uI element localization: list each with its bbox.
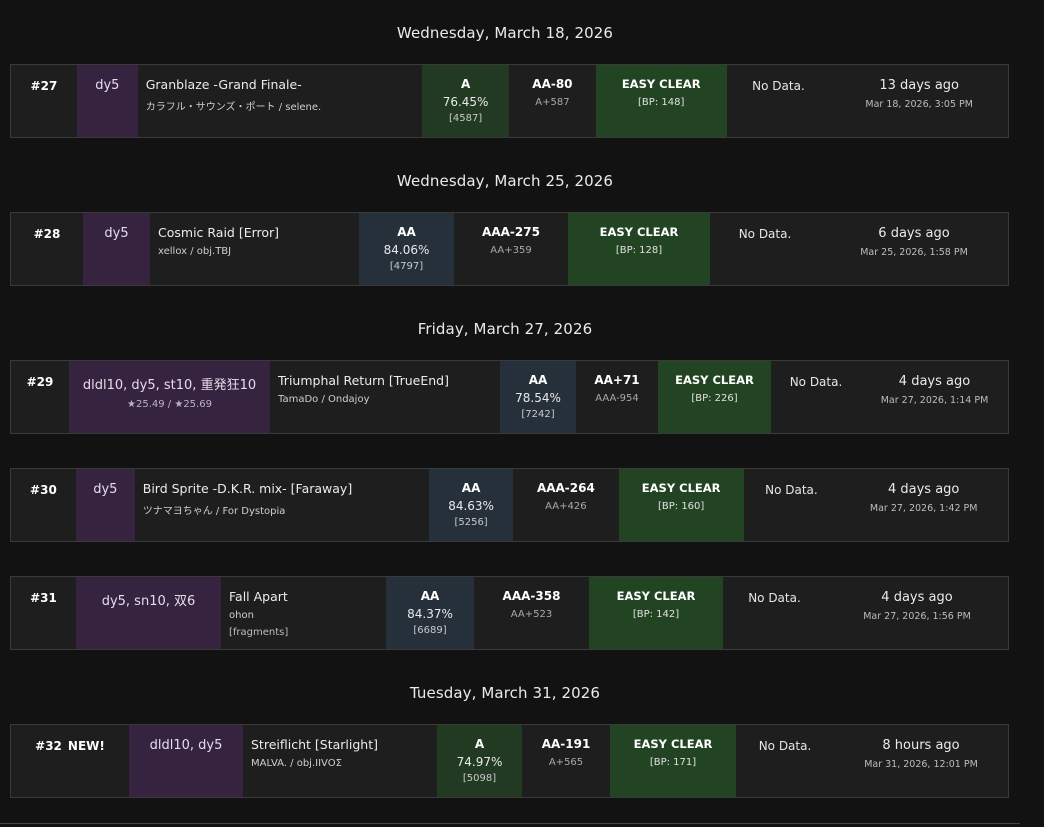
grade-diff-cell: AA-191 A+565 xyxy=(541,737,591,768)
grade-cell: AA 78.54% [7242] xyxy=(500,361,576,433)
folder-tags: dldl10, dy5 xyxy=(129,725,243,797)
row-number: #30 xyxy=(30,483,57,497)
date-heading: Tuesday, March 31, 2026 xyxy=(409,684,601,702)
timestamp-cell: 4 days ago Mar 27, 2026, 1:14 PM xyxy=(880,374,989,406)
grade-cell: AA 84.63% [5256] xyxy=(429,469,513,541)
chart-title: Triumphal Return [TrueEnd] xyxy=(278,373,449,388)
row-number: #31 xyxy=(30,591,57,605)
date-heading: Friday, March 27, 2026 xyxy=(417,320,593,338)
chart-artist: ツナマヨちゃん / For Dystopia xyxy=(142,506,286,517)
folder-tags: dldl10, dy5, st10, 重発狂10 ★25.49 / ★25.69 xyxy=(69,361,270,433)
folder-tags: dy5 xyxy=(75,469,135,541)
difficulty-stars: ★25.49 / ★25.69 xyxy=(127,399,212,410)
timestamp-cell: 4 days ago Mar 27, 2026, 1:42 PM xyxy=(869,482,978,514)
lamp-cell: EASY CLEAR [BP: 142] xyxy=(589,577,723,649)
grade-cell: AA 84.37% [6689] xyxy=(386,577,474,649)
chart-title: Fall Apart xyxy=(229,589,288,604)
timestamp-cell: 6 days ago Mar 25, 2026, 1:58 PM xyxy=(860,226,968,258)
new-badge: NEW! xyxy=(67,739,105,753)
grade-diff-cell: AA+71 AAA-954 xyxy=(594,373,640,404)
row-number: #29 xyxy=(26,375,54,389)
chart-title: Bird Sprite -D.K.R. mix- [Faraway] xyxy=(142,481,353,496)
folder-tags: dy5 xyxy=(83,213,150,285)
chart-title: Cosmic Raid [Error] xyxy=(158,225,280,240)
lamp-cell: EASY CLEAR [BP: 128] xyxy=(568,213,710,285)
chart-info[interactable]: Cosmic Raid [Error] xellox / obj.TBJ xyxy=(150,213,359,285)
row-number: #32 NEW! xyxy=(35,739,105,753)
score-row[interactable]: #31 dy5, sn10, 双6 Fall Apart ohon [fragm… xyxy=(10,576,1009,650)
row-number: #27 xyxy=(30,79,58,93)
grade-cell: A 74.97% [5098] xyxy=(437,725,522,797)
timestamp-cell: 8 hours ago Mar 31, 2026, 12:01 PM xyxy=(864,738,978,770)
score-row[interactable]: #32 NEW! dldl10, dy5 Streiflicht [Starlig… xyxy=(10,724,1009,798)
score-row[interactable]: #28 dy5 Cosmic Raid [Error] xellox / obj… xyxy=(10,212,1009,286)
folder-tags: dy5, sn10, 双6 xyxy=(76,577,221,649)
grade-diff-cell: AA-80 A+587 xyxy=(532,77,573,108)
lamp-cell: EASY CLEAR [BP: 148] xyxy=(595,65,727,137)
nodata-cell: No Data. xyxy=(752,79,805,93)
nodata-cell: No Data. xyxy=(765,483,818,497)
chart-info[interactable]: Bird Sprite -D.K.R. mix- [Faraway] ツナマヨち… xyxy=(135,469,429,541)
score-row[interactable]: #29 dldl10, dy5, st10, 重発狂10 ★25.49 / ★2… xyxy=(10,360,1009,434)
row-number: #28 xyxy=(33,227,61,241)
lamp-cell: EASY CLEAR [BP: 160] xyxy=(618,469,744,541)
nodata-cell: No Data. xyxy=(758,739,812,753)
chart-artist: カラフル・サウンズ・ポート / selene. xyxy=(145,102,322,113)
grade-cell: A 76.45% [4587] xyxy=(422,65,509,137)
divider xyxy=(0,823,1020,824)
chart-title: Streiflicht [Starlight] xyxy=(251,737,378,752)
chart-artist: ohon xyxy=(229,610,254,621)
score-row[interactable]: #27 dy5 Granblaze -Grand Finale- カラフル・サウ… xyxy=(10,64,1009,138)
chart-artist: MALVA. / obj.IIVOΣ xyxy=(251,758,342,769)
nodata-cell: No Data. xyxy=(748,591,801,605)
nodata-cell: No Data. xyxy=(789,375,843,389)
grade-cell: AA 84.06% [4797] xyxy=(359,213,454,285)
grade-diff-cell: AAA-264 AA+426 xyxy=(536,481,595,512)
lamp-cell: EASY CLEAR [BP: 226] xyxy=(658,361,771,433)
timestamp-cell: 13 days ago Mar 18, 2026, 3:05 PM xyxy=(865,78,973,110)
chart-title: Granblaze -Grand Finale- xyxy=(145,77,302,92)
chart-info[interactable]: Triumphal Return [TrueEnd] TamaDo / Onda… xyxy=(270,361,500,433)
nodata-cell: No Data. xyxy=(738,227,792,241)
score-row[interactable]: #30 dy5 Bird Sprite -D.K.R. mix- [Farawa… xyxy=(10,468,1009,542)
timestamp-cell: 4 days ago Mar 27, 2026, 1:56 PM xyxy=(863,590,971,622)
grade-diff-cell: AAA-358 AA+523 xyxy=(502,589,561,620)
folder-tags: dy5 xyxy=(76,65,138,137)
chart-artist: xellox / obj.TBJ xyxy=(158,246,232,257)
grade-diff-cell: AAA-275 AA+359 xyxy=(482,225,540,256)
chart-info[interactable]: Fall Apart ohon [fragments] xyxy=(221,577,386,649)
chart-info[interactable]: Streiflicht [Starlight] MALVA. / obj.IIV… xyxy=(243,725,437,797)
date-heading: Wednesday, March 18, 2026 xyxy=(396,24,614,42)
chart-artist: TamaDo / Ondajoy xyxy=(278,394,370,405)
chart-info[interactable]: Granblaze -Grand Finale- カラフル・サウンズ・ポート /… xyxy=(138,65,422,137)
chart-subtitle: [fragments] xyxy=(229,627,289,638)
date-heading: Wednesday, March 25, 2026 xyxy=(396,172,614,190)
lamp-cell: EASY CLEAR [BP: 171] xyxy=(610,725,736,797)
